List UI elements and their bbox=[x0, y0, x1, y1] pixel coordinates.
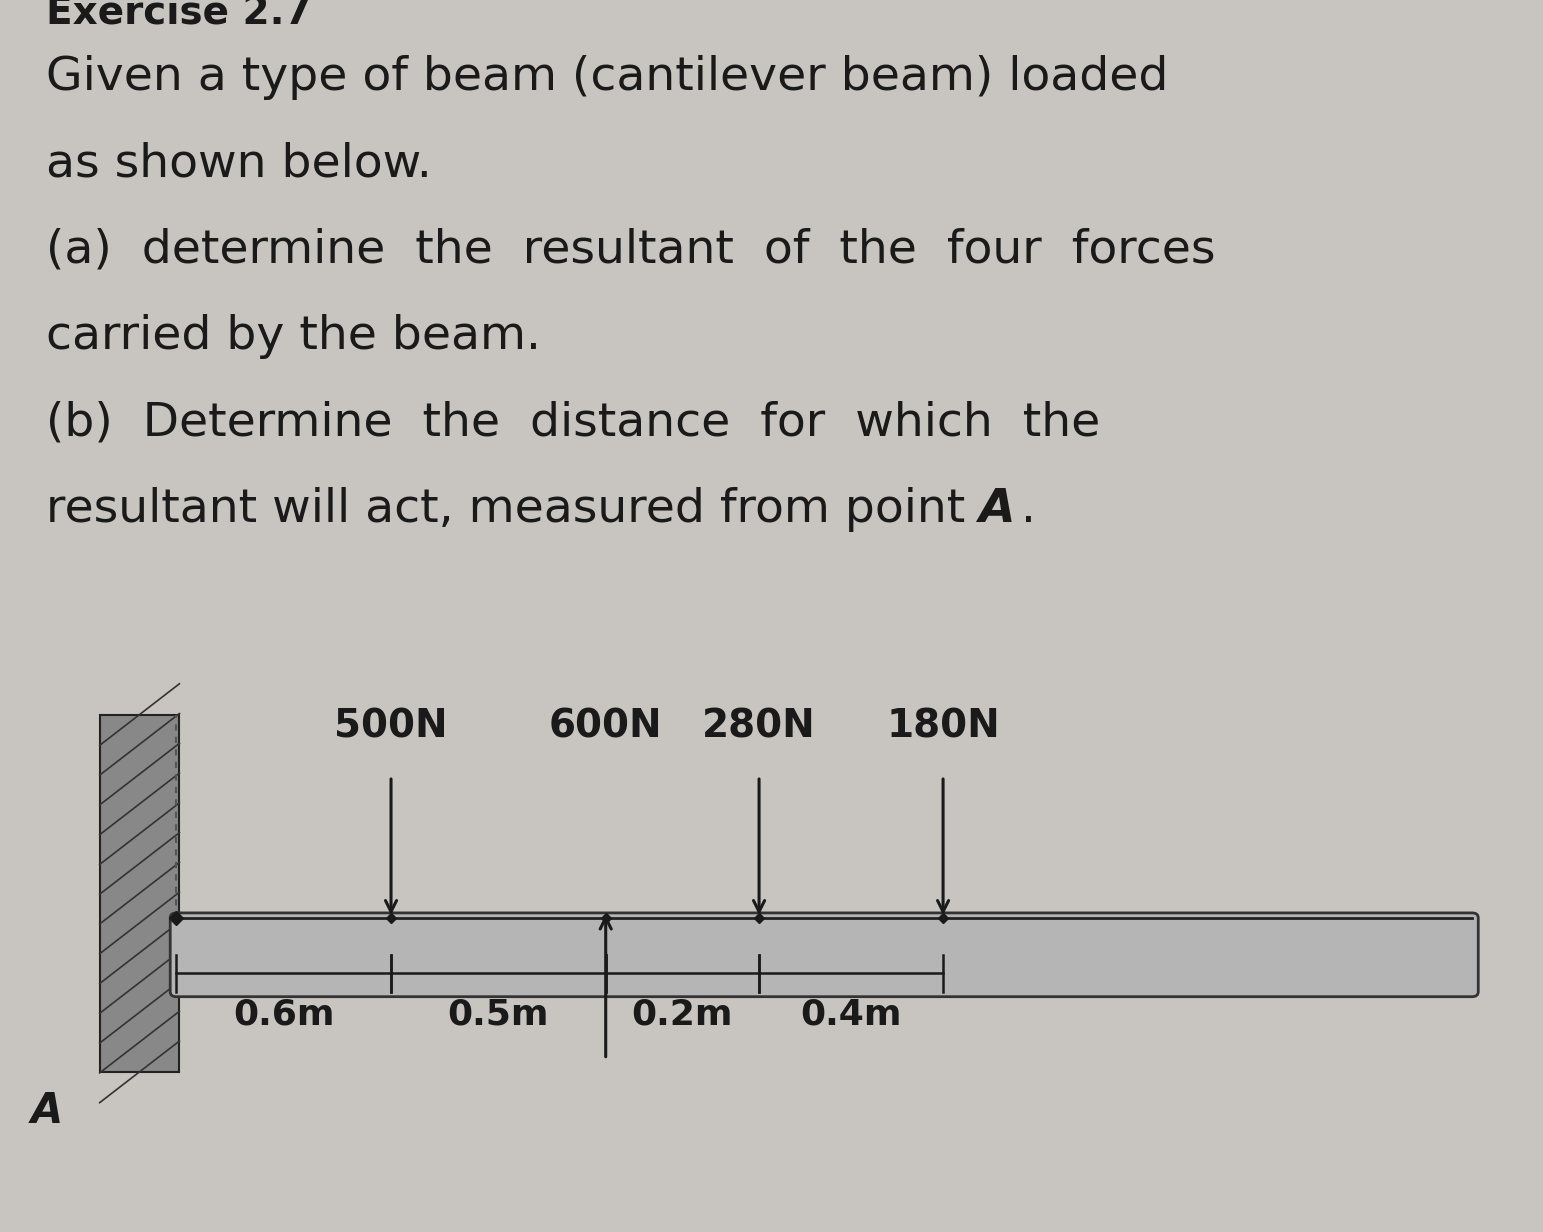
Text: A: A bbox=[31, 1090, 63, 1132]
Text: (a)  determine  the  resultant  of  the  four  forces: (a) determine the resultant of the four … bbox=[46, 228, 1216, 274]
Text: (b)  Determine  the  distance  for  which  the: (b) Determine the distance for which the bbox=[46, 400, 1100, 446]
Text: 0.2m: 0.2m bbox=[631, 998, 733, 1032]
Text: Given a type of beam (cantilever beam) loaded: Given a type of beam (cantilever beam) l… bbox=[46, 55, 1168, 101]
Text: 0.4m: 0.4m bbox=[801, 998, 901, 1032]
Text: resultant will act, measured from point: resultant will act, measured from point bbox=[46, 487, 980, 532]
Text: 500N: 500N bbox=[335, 707, 447, 745]
Text: 0.5m: 0.5m bbox=[447, 998, 549, 1032]
Text: 180N: 180N bbox=[886, 707, 1000, 745]
Text: 600N: 600N bbox=[549, 707, 662, 745]
Text: A: A bbox=[978, 487, 1015, 532]
Text: as shown below.: as shown below. bbox=[46, 142, 432, 187]
Text: Exercise 2.7: Exercise 2.7 bbox=[46, 0, 312, 32]
Text: carried by the beam.: carried by the beam. bbox=[46, 314, 542, 360]
Text: 0.6m: 0.6m bbox=[233, 998, 335, 1032]
Text: .: . bbox=[1021, 487, 1037, 532]
Bar bbox=[100, 715, 179, 1072]
Text: 280N: 280N bbox=[702, 707, 816, 745]
FancyBboxPatch shape bbox=[170, 913, 1478, 997]
